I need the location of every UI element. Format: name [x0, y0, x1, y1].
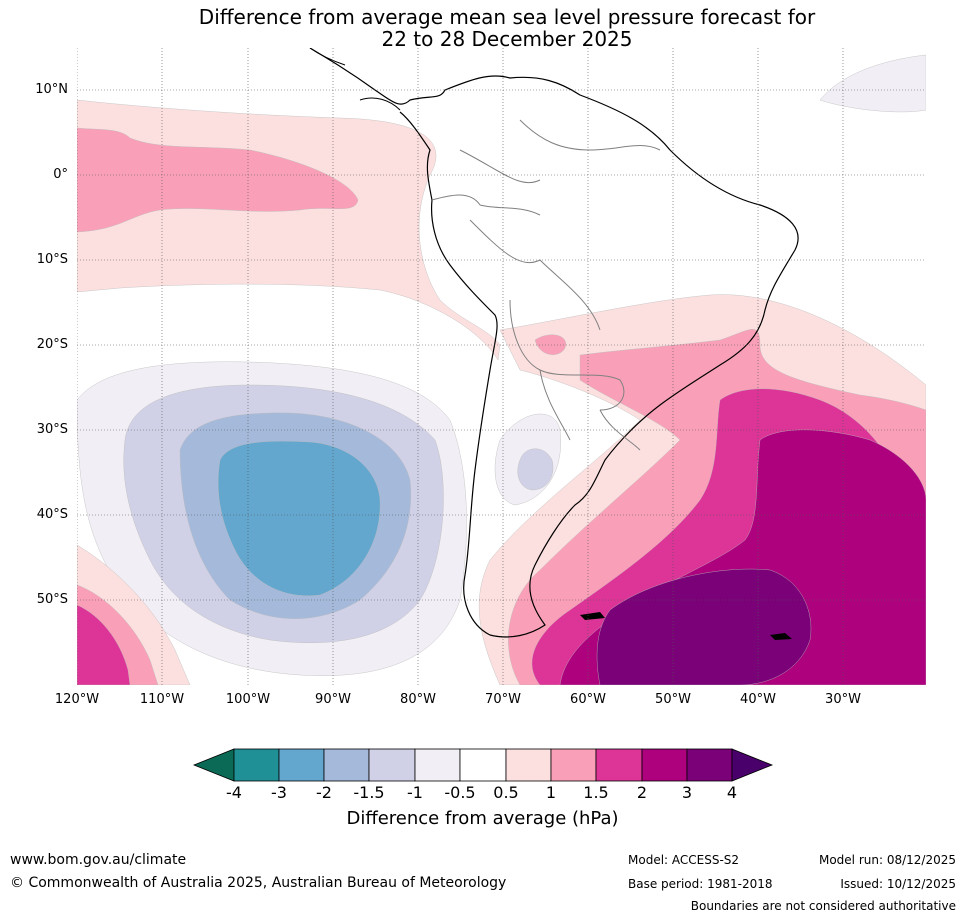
anomaly-region-neg2-southpacific: [218, 440, 381, 596]
colorbar-tick: -0.5: [444, 783, 476, 802]
central-america-coastline: [309, 48, 401, 111]
colorbar-arrow-low: [192, 748, 235, 782]
south-georgia: [770, 633, 792, 640]
colorbar-tick: 1.5: [583, 783, 609, 802]
colorbar-tick: 0.5: [493, 783, 519, 802]
colorbar-swatch-neg0_5: [414, 748, 461, 782]
pressure-anomaly-map: [77, 48, 926, 685]
footer-issued: Issued: 10/12/2025: [840, 877, 956, 891]
colorbar-tick: 3: [681, 783, 693, 802]
lat-label-30s: 30°S: [36, 422, 68, 437]
footer-model: Model: ACCESS-S2: [628, 853, 740, 867]
colorbar-swatch-neg1_5: [323, 748, 370, 782]
lat-label-10n: 10°N: [35, 82, 68, 97]
colorbar-tick: 1: [545, 783, 557, 802]
colorbar-swatch-neg2: [278, 748, 325, 782]
lon-label-120w: 120°W: [54, 692, 100, 707]
south-america-coastline: [309, 48, 799, 638]
colorbar-arrow-high: [731, 748, 774, 782]
lon-label-50w: 50°W: [655, 692, 691, 707]
anomaly-region-neg1-argentina: [517, 448, 554, 491]
lat-label-50s: 50°S: [36, 592, 68, 607]
anomaly-region-neg05-north: [819, 54, 926, 113]
footer-base-period: Base period: 1981-2018: [628, 877, 773, 891]
colorbar-swatch-pos0_5: [505, 748, 552, 782]
colorbar-swatch-neg3: [233, 748, 280, 782]
footer-disclaimer: Boundaries are not considered authoritat…: [690, 899, 956, 913]
footer-copyright: © Commonwealth of Australia 2025, Austra…: [10, 875, 507, 891]
lon-label-70w: 70°W: [485, 692, 521, 707]
lon-label-80w: 80°W: [400, 692, 436, 707]
anomaly-region-pos3-southatlantic: [596, 568, 812, 685]
anomaly-region-pos1-bolivia: [534, 334, 566, 355]
colorbar-swatch-zero: [459, 748, 507, 782]
lat-label-0: 0°: [53, 167, 68, 182]
colorbar-tick: 2: [636, 783, 648, 802]
lon-label-110w: 110°W: [139, 692, 185, 707]
colorbar-tick: -1: [407, 783, 423, 802]
anomaly-region-pos1-equatorial: [77, 127, 359, 233]
lon-label-30w: 30°W: [825, 692, 861, 707]
colorbar-tick: 4: [726, 783, 738, 802]
colorbar-label: Difference from average (hPa): [346, 808, 619, 829]
colorbar-tick: -3: [271, 783, 287, 802]
graticule: [77, 48, 926, 685]
colorbar-tick: -1.5: [353, 783, 385, 802]
colorbar-tick: -4: [226, 783, 242, 802]
colorbar-tick: -2: [316, 783, 332, 802]
colorbar-swatch-pos2: [641, 748, 688, 782]
footer-model-run: Model run: 08/12/2025: [818, 853, 956, 867]
lon-label-100w: 100°W: [225, 692, 271, 707]
anomaly-region-pos1_5-swpacific: [77, 604, 131, 685]
map-title-line2: 22 to 28 December 2025: [381, 27, 633, 51]
map-title-line1: Difference from average mean sea level p…: [198, 5, 816, 29]
lon-label-60w: 60°W: [570, 692, 606, 707]
footer-website: www.bom.gov.au/climate: [10, 852, 187, 868]
colorbar-swatch-pos3: [686, 748, 733, 782]
lat-label-20s: 20°S: [36, 337, 68, 352]
colorbar-swatch-pos1_5: [595, 748, 643, 782]
lon-label-40w: 40°W: [740, 692, 776, 707]
colorbar-swatch-neg1: [368, 748, 416, 782]
lat-label-40s: 40°S: [36, 507, 68, 522]
colorbar-swatch-pos1: [550, 748, 597, 782]
lon-label-90w: 90°W: [315, 692, 351, 707]
lat-label-10s: 10°S: [36, 252, 68, 267]
falkland-islands: [580, 612, 605, 620]
